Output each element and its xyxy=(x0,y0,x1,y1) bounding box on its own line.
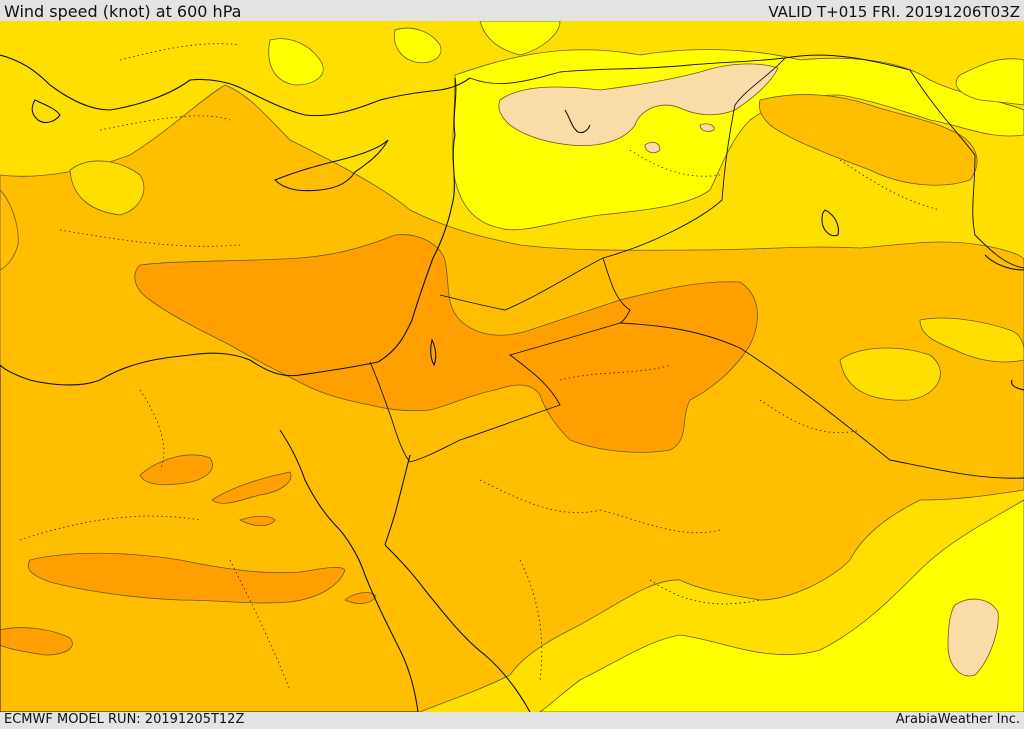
coastline-egypt-north xyxy=(0,352,379,386)
band-amber-main xyxy=(0,84,1024,712)
band-orange-egypt-2 xyxy=(211,471,292,504)
coastline-iraq-lake xyxy=(821,209,839,237)
title-bar: Wind speed (knot) at 600 hPa VALID T+015… xyxy=(0,0,1024,21)
model-run-label: ECMWF MODEL RUN: 20191205T12Z xyxy=(4,712,245,727)
band-orange-small xyxy=(344,592,377,604)
band-yellow-north xyxy=(479,21,561,56)
band-yellow-aegean xyxy=(268,38,324,86)
coastline-cyprus xyxy=(274,139,389,192)
coastline-dead-sea xyxy=(430,338,437,367)
band-light-anatolia xyxy=(498,63,779,146)
valid-time: VALID T+015 FRI. 20191206T03Z xyxy=(768,3,1020,21)
coastline-gulf xyxy=(984,254,1024,391)
band-yellow-southeast xyxy=(539,499,1024,712)
border-syria-iraq xyxy=(602,57,786,259)
coastline-gulf-suez xyxy=(279,429,419,712)
border-jordan xyxy=(439,257,604,311)
band-orange-egypt-1 xyxy=(139,454,213,486)
coastline-caspian-lake xyxy=(564,109,591,134)
band-light-sm2 xyxy=(699,123,715,132)
band-orange-egypt-3 xyxy=(238,515,276,527)
band-orange-sahara xyxy=(27,552,346,604)
band-orange-sahara-2 xyxy=(0,627,73,656)
wind-speed-map xyxy=(0,21,1024,712)
map-area[interactable] xyxy=(0,21,1024,712)
coastline-levant xyxy=(377,77,457,363)
border-iraq-saudi xyxy=(602,257,1024,479)
credit-label: ArabiaWeather Inc. xyxy=(895,712,1020,727)
band-yellow-right xyxy=(955,58,1024,106)
band-light-saudi xyxy=(947,598,999,677)
border-syria-turkey xyxy=(469,57,786,84)
band-yellow-aegean2 xyxy=(393,27,442,64)
coastline-turkey-south xyxy=(0,54,471,117)
band-amber-ne xyxy=(758,94,978,186)
band-amber-west xyxy=(0,189,19,271)
band-gold-island-3 xyxy=(919,317,1024,363)
band-orange-med xyxy=(134,234,758,453)
coastline-aegean-isl xyxy=(31,99,61,124)
coastline-red-sea-east xyxy=(384,544,531,712)
map-title: Wind speed (knot) at 600 hPa xyxy=(4,2,242,21)
border-jordan-saudi xyxy=(409,322,621,463)
province-lines-1 xyxy=(19,43,941,691)
footer-bar: ECMWF MODEL RUN: 20191205T12Z ArabiaWeat… xyxy=(0,712,1024,729)
band-gold-island-1 xyxy=(69,160,145,216)
band-gold-island-2 xyxy=(839,347,941,401)
coastline-gulf-aqaba xyxy=(384,454,411,546)
border-iran-iraq xyxy=(784,54,1024,269)
band-light-sm1 xyxy=(644,141,661,154)
border-israel-egypt xyxy=(369,361,411,463)
